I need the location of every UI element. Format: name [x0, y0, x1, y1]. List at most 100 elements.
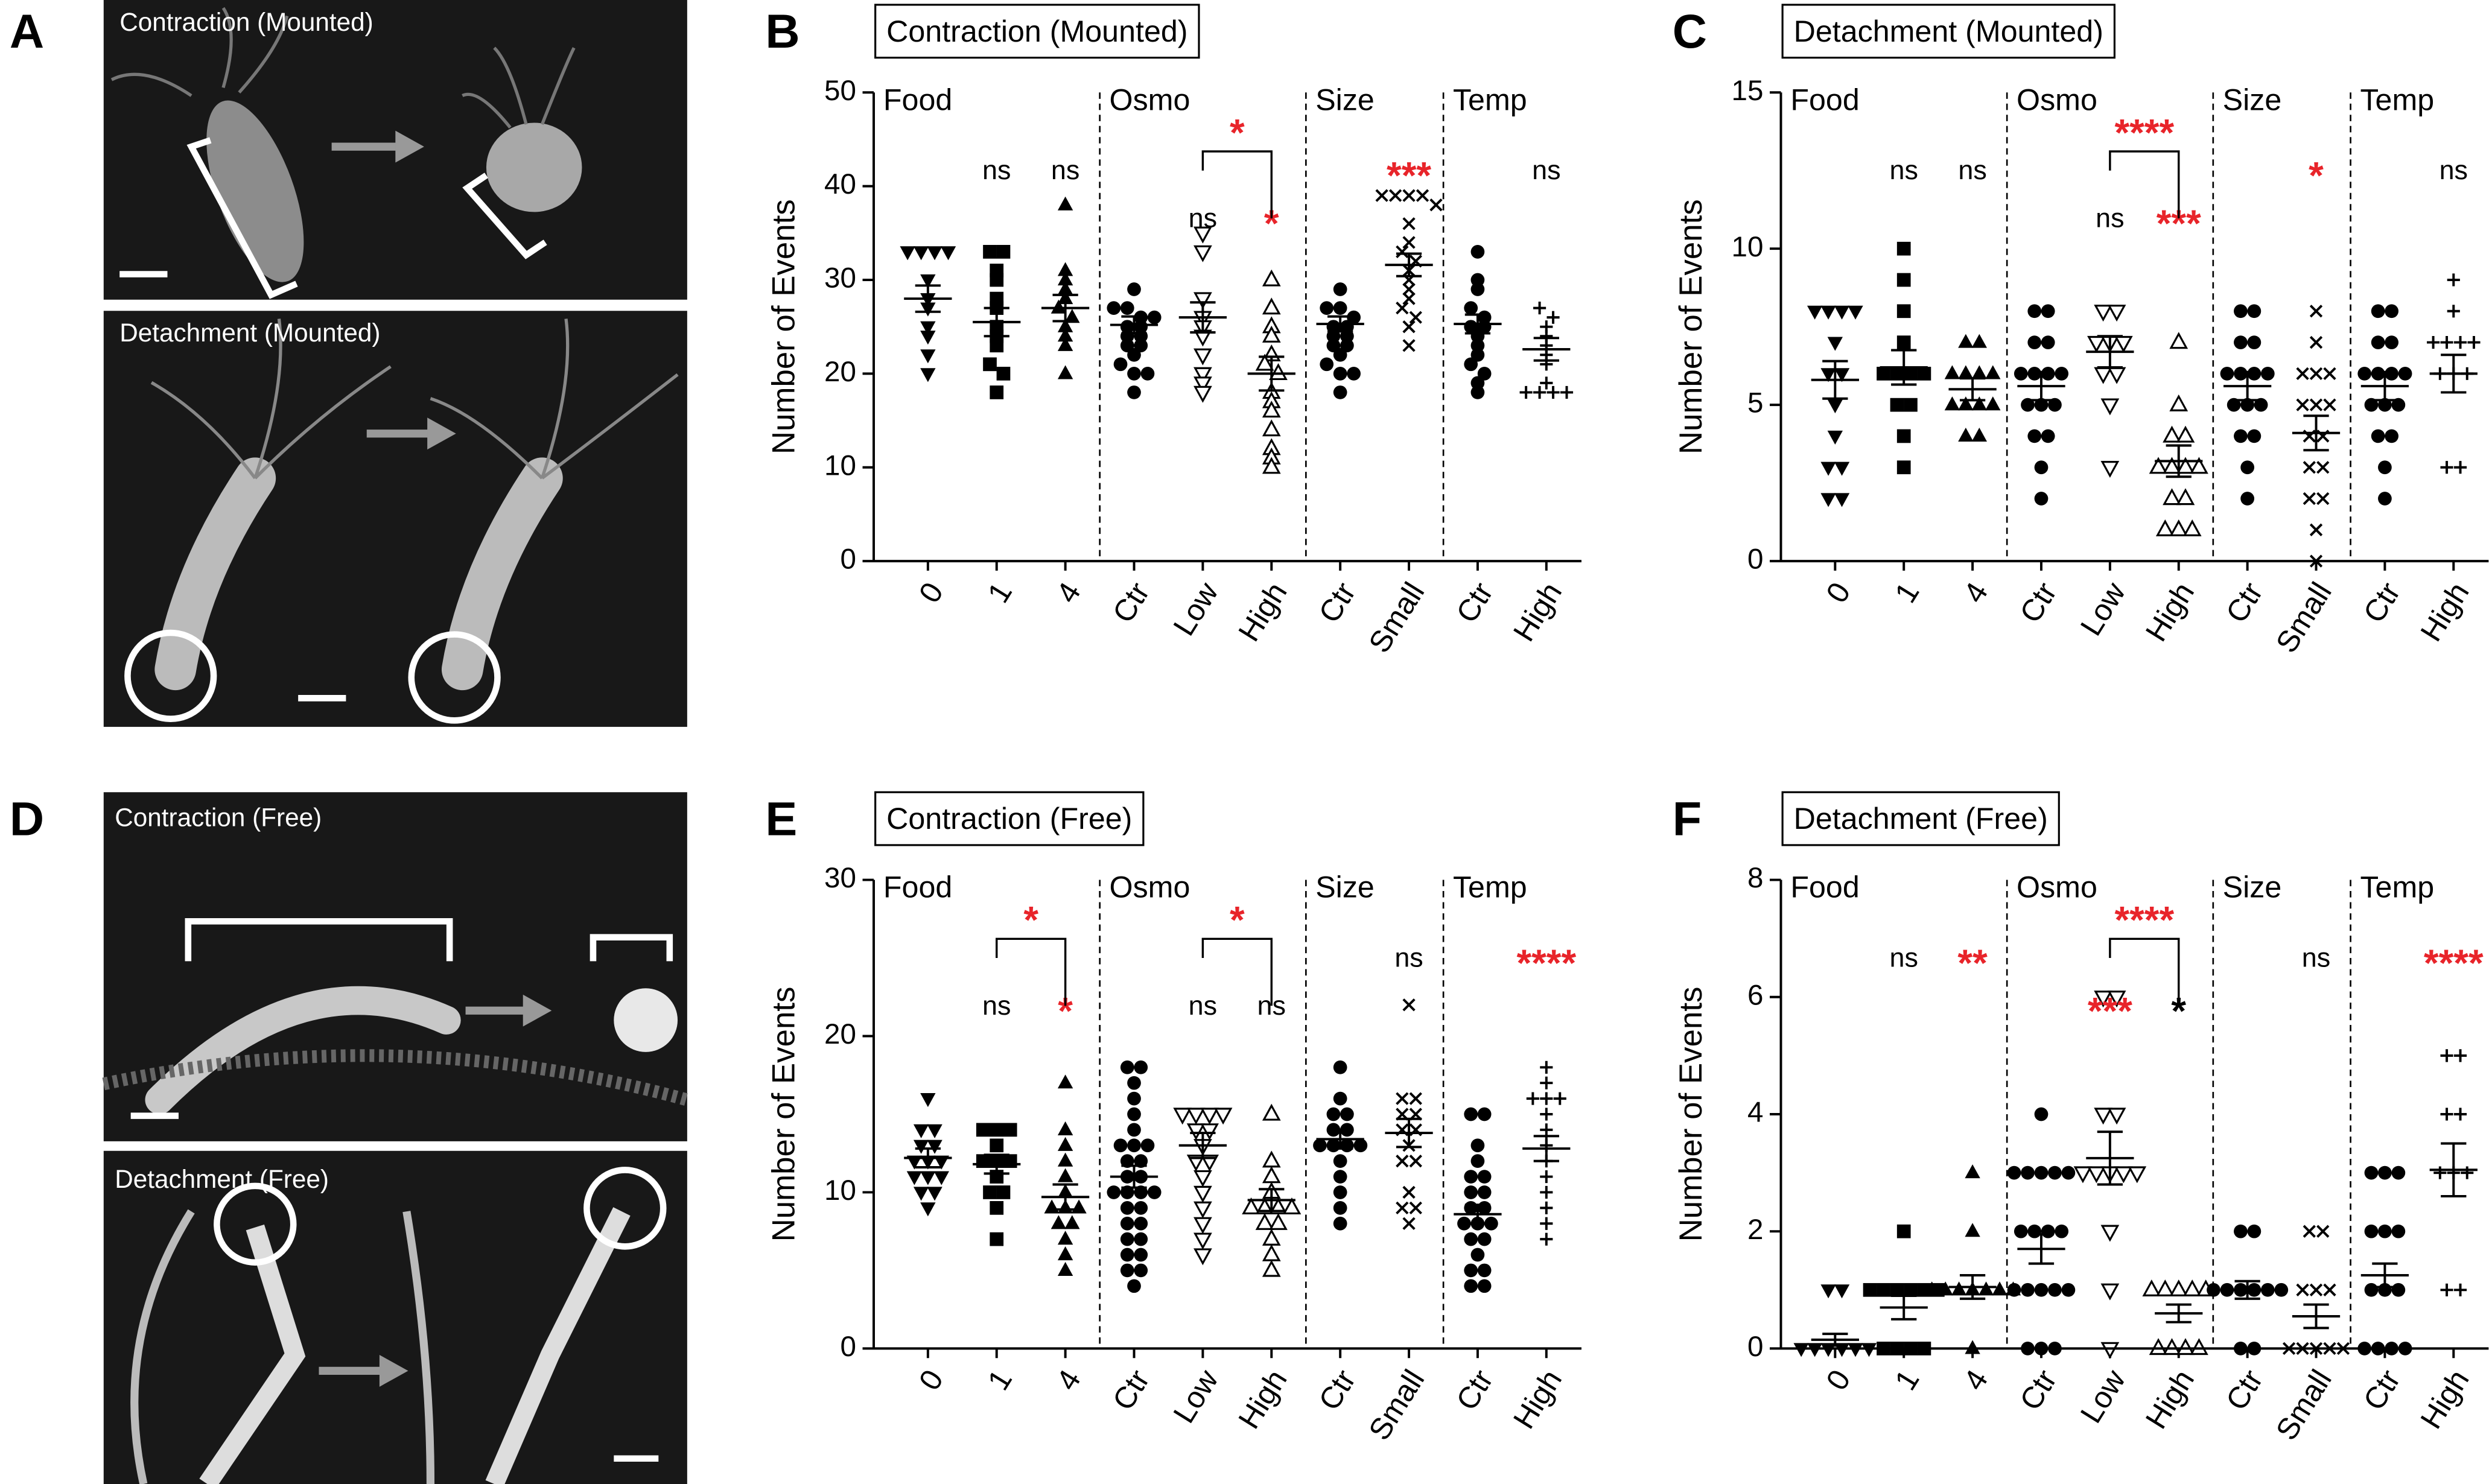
data-point [2274, 1283, 2289, 1297]
data-point [920, 349, 936, 364]
data-point [1848, 1343, 1863, 1357]
x-tick-label: 1 [1888, 577, 1925, 609]
data-point [1402, 217, 1416, 230]
panel-letter: F [1673, 791, 1702, 845]
data-point [2034, 1165, 2049, 1180]
data-point [1526, 1092, 1539, 1105]
data-point [1533, 385, 1546, 399]
data-point [1140, 1138, 1155, 1153]
data-point [983, 245, 997, 259]
data-point [1340, 1107, 1354, 1121]
data-point [1540, 1092, 1553, 1105]
arrow-head [523, 994, 552, 1027]
x-tick-label: Ctr [2013, 1364, 2063, 1416]
data-point [1262, 1103, 1281, 1121]
data-point [2234, 366, 2248, 381]
data-point [1807, 1343, 1823, 1357]
data-point [1134, 1248, 1148, 1262]
data-point [1402, 320, 1416, 334]
data-point [2240, 492, 2255, 506]
data-point [1890, 398, 1904, 412]
data-point [1396, 1092, 1409, 1105]
section-label: Food [883, 870, 952, 904]
data-point [1978, 1281, 1994, 1296]
data-point [2107, 305, 2126, 322]
data-point [2176, 488, 2195, 506]
y-tick-label: 10 [1732, 231, 1764, 263]
title-box [1781, 791, 2060, 846]
data-point [2142, 1279, 2161, 1296]
data-point [1057, 1074, 1073, 1089]
section-label: Temp [2360, 870, 2434, 904]
panel-letter: A [10, 4, 44, 58]
data-point [2007, 1283, 2021, 1297]
data-point [2303, 492, 2316, 506]
data-point [1834, 305, 1850, 320]
x-tick-label: High [2414, 1364, 2476, 1435]
data-point [1127, 1279, 1141, 1293]
data-point [1262, 1150, 1281, 1168]
data-point [1904, 398, 1918, 412]
data-point [996, 245, 1011, 259]
section-label: Osmo [2017, 83, 2097, 116]
circle-marker [214, 1182, 297, 1266]
data-point [2391, 1283, 2406, 1297]
data-point [2034, 460, 2049, 475]
comparison-bracket [2109, 150, 2180, 218]
data-point [2461, 1166, 2474, 1179]
data-point [2041, 335, 2055, 349]
data-point [2100, 398, 2120, 416]
data-point [976, 1123, 990, 1137]
data-point [1333, 347, 1347, 362]
data-point [1985, 365, 2001, 379]
data-point [1194, 376, 1212, 394]
data-point [1375, 189, 1388, 202]
data-point [1834, 493, 1850, 507]
y-tick-label: 2 [1747, 1214, 1763, 1246]
data-point [983, 1185, 997, 1199]
data-point [1140, 366, 1155, 381]
y-tick-label: 8 [1747, 862, 1763, 894]
photo [103, 311, 687, 727]
data-point [1820, 461, 1836, 476]
data-point [2041, 1224, 2055, 1238]
data-point [1820, 1284, 1836, 1299]
data-point [1147, 310, 1162, 325]
data-point [2364, 1165, 2379, 1180]
data-point [1051, 1215, 1067, 1229]
data-point [906, 1171, 923, 1185]
data-point [2094, 1108, 2113, 1125]
data-point [1896, 335, 1911, 349]
data-point [1807, 305, 1823, 320]
title-box [874, 4, 1200, 59]
y-tick-label: 0 [840, 1331, 856, 1363]
data-point [2041, 429, 2055, 443]
data-point [1540, 1123, 1553, 1137]
data-point [1904, 366, 1918, 381]
background-strand [130, 1209, 435, 1484]
data-point [1057, 1152, 1073, 1167]
data-point [1464, 1200, 1478, 1215]
data-point [2227, 398, 2241, 412]
data-point [1262, 1228, 1281, 1246]
data-point [2087, 1166, 2106, 1184]
data-point [1173, 1108, 1192, 1125]
data-point [1127, 1107, 1141, 1121]
data-point [2087, 335, 2106, 353]
data-point [2303, 1225, 2316, 1238]
photo-label: Detachment (Free) [115, 1165, 329, 1193]
data-point [1057, 271, 1073, 286]
data-point [2453, 336, 2467, 349]
data-point [2371, 429, 2385, 443]
significance-label: ns [1189, 990, 1217, 1021]
data-point [1546, 385, 1560, 399]
data-point [1134, 320, 1148, 334]
data-point [1333, 385, 1347, 399]
data-point [1848, 305, 1863, 320]
y-tick-label: 4 [1747, 1097, 1763, 1129]
data-point [1965, 1340, 1980, 1354]
data-point [1213, 1108, 1233, 1125]
data-point [2385, 429, 2399, 443]
data-point [1477, 1107, 1492, 1121]
